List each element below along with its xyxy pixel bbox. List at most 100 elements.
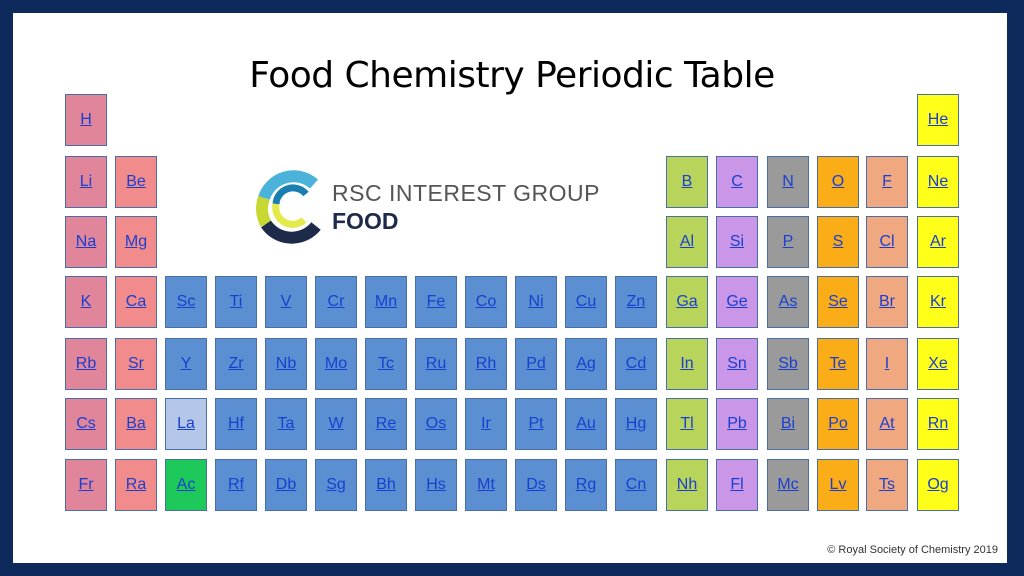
element-nb[interactable]: Nb — [265, 338, 307, 390]
element-link[interactable]: Ra — [125, 476, 147, 493]
element-ir[interactable]: Ir — [465, 398, 507, 450]
element-re[interactable]: Re — [365, 398, 407, 450]
element-link[interactable]: Cs — [76, 415, 96, 432]
element-link[interactable]: Kr — [930, 293, 946, 310]
element-v[interactable]: V — [265, 276, 307, 328]
element-link[interactable]: Ti — [229, 293, 243, 310]
element-w[interactable]: W — [315, 398, 357, 450]
element-link[interactable]: Cr — [327, 293, 345, 310]
element-link[interactable]: Ga — [676, 293, 698, 310]
element-link[interactable]: Sr — [128, 355, 144, 372]
element-link[interactable]: Ge — [726, 293, 748, 310]
element-link[interactable]: Cd — [625, 355, 647, 372]
element-zn[interactable]: Zn — [615, 276, 657, 328]
element-mo[interactable]: Mo — [315, 338, 357, 390]
element-link[interactable]: Ar — [930, 233, 946, 250]
element-link[interactable]: Lv — [829, 476, 847, 493]
element-mg[interactable]: Mg — [115, 216, 157, 268]
element-link[interactable]: Pd — [526, 355, 546, 372]
element-link[interactable]: Sn — [727, 355, 747, 372]
element-la[interactable]: La — [165, 398, 207, 450]
element-mn[interactable]: Mn — [365, 276, 407, 328]
element-al[interactable]: Al — [666, 216, 708, 268]
element-ne[interactable]: Ne — [917, 156, 959, 208]
element-link[interactable]: Fl — [730, 476, 744, 493]
element-ru[interactable]: Ru — [415, 338, 457, 390]
element-link[interactable]: Rb — [75, 355, 97, 372]
element-au[interactable]: Au — [565, 398, 607, 450]
element-link[interactable]: Rh — [475, 355, 497, 372]
element-link[interactable]: Be — [126, 173, 146, 190]
element-link[interactable]: Fe — [426, 293, 446, 310]
element-ga[interactable]: Ga — [666, 276, 708, 328]
element-link[interactable]: At — [879, 415, 895, 432]
element-ts[interactable]: Ts — [866, 459, 908, 511]
element-p[interactable]: P — [767, 216, 809, 268]
element-link[interactable]: He — [927, 111, 949, 128]
element-link[interactable]: Se — [828, 293, 848, 310]
element-rf[interactable]: Rf — [215, 459, 257, 511]
element-link[interactable]: Po — [828, 415, 848, 432]
element-link[interactable]: Cl — [879, 233, 895, 250]
element-y[interactable]: Y — [165, 338, 207, 390]
element-bi[interactable]: Bi — [767, 398, 809, 450]
element-link[interactable]: Sb — [778, 355, 798, 372]
element-hf[interactable]: Hf — [215, 398, 257, 450]
element-ar[interactable]: Ar — [917, 216, 959, 268]
element-tl[interactable]: Tl — [666, 398, 708, 450]
element-link[interactable]: S — [832, 233, 844, 250]
element-he[interactable]: He — [917, 94, 959, 146]
element-k[interactable]: K — [65, 276, 107, 328]
element-link[interactable]: Hf — [228, 415, 244, 432]
element-link[interactable]: Sg — [326, 476, 346, 493]
element-sc[interactable]: Sc — [165, 276, 207, 328]
element-co[interactable]: Co — [465, 276, 507, 328]
element-ta[interactable]: Ta — [265, 398, 307, 450]
element-ba[interactable]: Ba — [115, 398, 157, 450]
element-fl[interactable]: Fl — [716, 459, 758, 511]
element-link[interactable]: Ne — [927, 173, 949, 190]
element-link[interactable]: C — [731, 173, 743, 190]
element-in[interactable]: In — [666, 338, 708, 390]
element-n[interactable]: N — [767, 156, 809, 208]
element-br[interactable]: Br — [866, 276, 908, 328]
element-li[interactable]: Li — [65, 156, 107, 208]
element-rg[interactable]: Rg — [565, 459, 607, 511]
element-se[interactable]: Se — [817, 276, 859, 328]
element-link[interactable]: Xe — [928, 355, 948, 372]
element-link[interactable]: Ta — [277, 415, 295, 432]
element-link[interactable]: Mc — [777, 476, 799, 493]
element-link[interactable]: Cu — [575, 293, 597, 310]
element-ge[interactable]: Ge — [716, 276, 758, 328]
element-b[interactable]: B — [666, 156, 708, 208]
element-link[interactable]: Pt — [528, 415, 544, 432]
element-nh[interactable]: Nh — [666, 459, 708, 511]
element-pb[interactable]: Pb — [716, 398, 758, 450]
element-link[interactable]: P — [782, 233, 794, 250]
element-link[interactable]: Tc — [378, 355, 394, 372]
element-ag[interactable]: Ag — [565, 338, 607, 390]
element-si[interactable]: Si — [716, 216, 758, 268]
element-db[interactable]: Db — [265, 459, 307, 511]
element-xe[interactable]: Xe — [917, 338, 959, 390]
element-link[interactable]: Au — [576, 415, 596, 432]
element-zr[interactable]: Zr — [215, 338, 257, 390]
element-link[interactable]: Rn — [927, 415, 949, 432]
element-link[interactable]: Ru — [425, 355, 447, 372]
element-as[interactable]: As — [767, 276, 809, 328]
element-ti[interactable]: Ti — [215, 276, 257, 328]
element-link[interactable]: B — [681, 173, 693, 190]
element-link[interactable]: V — [280, 293, 292, 310]
element-link[interactable]: Bh — [376, 476, 396, 493]
element-link[interactable]: Mg — [124, 233, 148, 250]
element-rh[interactable]: Rh — [465, 338, 507, 390]
element-link[interactable]: Tl — [680, 415, 694, 432]
element-link[interactable]: Db — [275, 476, 297, 493]
element-at[interactable]: At — [866, 398, 908, 450]
element-hg[interactable]: Hg — [615, 398, 657, 450]
element-link[interactable]: Rg — [575, 476, 597, 493]
element-bh[interactable]: Bh — [365, 459, 407, 511]
element-pt[interactable]: Pt — [515, 398, 557, 450]
element-s[interactable]: S — [817, 216, 859, 268]
element-link[interactable]: Ag — [576, 355, 596, 372]
